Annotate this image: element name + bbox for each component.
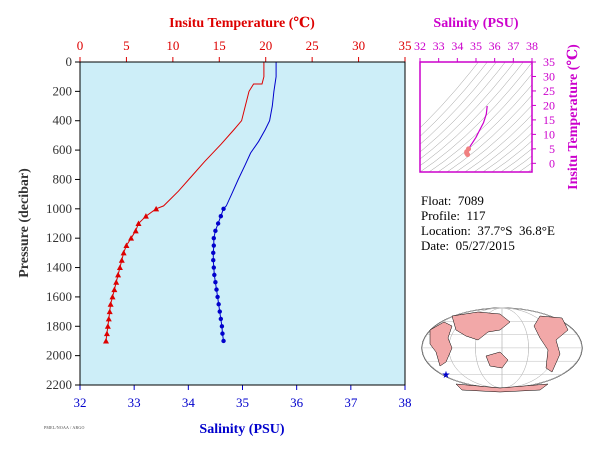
ts-salinity-tick-label: 32 (414, 39, 426, 53)
temperature-tick-label: 25 (306, 38, 319, 53)
salinity-point (212, 273, 216, 277)
pressure-tick-label: 0 (66, 54, 73, 69)
pressure-tick-label: 1400 (46, 260, 72, 275)
temperature-tick-label: 20 (259, 38, 272, 53)
float-location: Location: 37.7°S 36.8°E (421, 223, 555, 238)
float-info-panel: Float: 7089 Profile: 117 Location: 37.7°… (421, 193, 555, 253)
ts-temperature-tick-label: 35 (543, 55, 555, 69)
salinity-tick-label: 34 (182, 395, 196, 410)
ts-salinity-tick-label: 36 (489, 39, 501, 53)
pressure-tick-label: 1800 (46, 318, 72, 333)
salinity-point (215, 295, 219, 299)
pressure-axis-title: Pressure (decibar) (17, 168, 32, 278)
profile-number: Profile: 117 (421, 208, 555, 223)
salinity-point (213, 280, 217, 284)
salinity-point (220, 331, 224, 335)
salinity-point (213, 229, 217, 233)
salinity-point (216, 221, 220, 225)
ts-temperature-tick-label: 5 (549, 142, 555, 156)
density-contour (528, 52, 601, 172)
temperature-tick-label: 10 (166, 38, 179, 53)
pressure-tick-label: 1000 (46, 201, 72, 216)
pressure-tick-label: 1200 (46, 230, 72, 245)
ts-salinity-tick-label: 34 (451, 39, 463, 53)
ts-temperature-tick-label: 10 (543, 127, 555, 141)
salinity-point (221, 339, 225, 343)
pressure-tick-label: 800 (53, 171, 73, 186)
salinity-point (214, 287, 218, 291)
profile-date: Date: 05/27/2015 (421, 238, 555, 253)
ts-temperature-tick-label: 15 (543, 113, 555, 127)
temperature-tick-label: 0 (77, 38, 84, 53)
salinity-point (212, 236, 216, 240)
salinity-point (211, 258, 215, 262)
footer-credit: PMEL/NOAA / ARGO (44, 425, 85, 430)
ts-temperature-axis-title: Insitu Temperature (℃) (566, 44, 581, 190)
ts-point (465, 152, 470, 157)
salinity-point (211, 251, 215, 255)
salinity-point (221, 207, 225, 211)
ts-temperature-tick-label: 30 (543, 69, 555, 83)
temperature-tick-label: 35 (399, 38, 412, 53)
salinity-tick-label: 36 (290, 395, 304, 410)
salinity-point (212, 265, 216, 269)
salinity-tick-label: 33 (128, 395, 141, 410)
float-location-marker: ★ (442, 370, 451, 381)
ts-temperature-tick-label: 25 (543, 84, 555, 98)
temperature-tick-label: 5 (123, 38, 130, 53)
ts-salinity-tick-label: 37 (507, 39, 519, 53)
float-id: Float: 7089 (421, 193, 555, 208)
pressure-tick-label: 600 (53, 142, 73, 157)
salinity-tick-label: 37 (344, 395, 358, 410)
world-map-inset: ★ (422, 308, 582, 392)
salinity-tick-label: 35 (236, 395, 249, 410)
temperature-tick-label: 15 (213, 38, 226, 53)
salinity-point (212, 243, 216, 247)
ts-salinity-axis-title: Salinity (PSU) (433, 16, 519, 31)
pressure-tick-label: 2000 (46, 348, 72, 363)
salinity-point (219, 214, 223, 218)
ts-temperature-tick-label: 20 (543, 98, 555, 112)
salinity-axis-title: Salinity (PSU) (199, 422, 285, 437)
temperature-tick-label: 30 (352, 38, 365, 53)
pressure-tick-label: 2200 (46, 377, 72, 392)
salinity-point (219, 317, 223, 321)
ts-salinity-tick-label: 35 (470, 39, 482, 53)
pressure-tick-label: 1600 (46, 289, 72, 304)
pressure-tick-label: 400 (53, 113, 73, 128)
ts-salinity-tick-label: 38 (526, 39, 538, 53)
salinity-point (220, 324, 224, 328)
salinity-tick-label: 32 (74, 395, 87, 410)
profile-plot-area (80, 62, 405, 385)
pressure-tick-label: 200 (53, 83, 73, 98)
salinity-tick-label: 38 (399, 395, 412, 410)
ts-temperature-tick-label: 0 (549, 156, 555, 170)
salinity-point (216, 302, 220, 306)
temperature-axis-title: Insitu Temperature (℃) (169, 16, 315, 31)
salinity-point (218, 309, 222, 313)
ts-salinity-tick-label: 33 (433, 39, 445, 53)
